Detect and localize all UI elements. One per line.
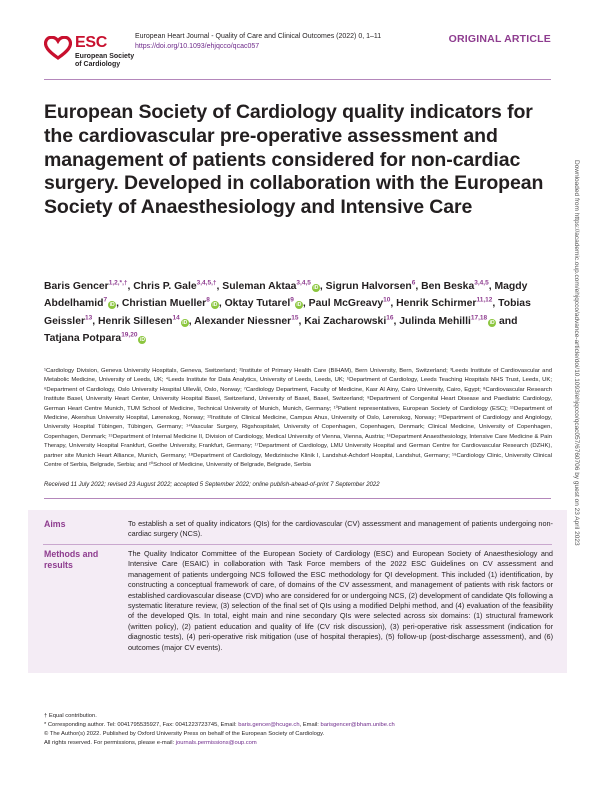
author-affiliation-refs: 9 <box>290 296 294 304</box>
author-name: Chris P. Gale3,4,5,† <box>133 279 217 292</box>
received-dates: Received 11 July 2022; revised 23 August… <box>44 482 380 488</box>
equal-contribution-note: † Equal contribution. <box>44 713 97 719</box>
author-name: Ben Beska3,4,5 <box>421 279 489 292</box>
author-affiliation-refs: 19,20 <box>121 331 138 339</box>
orcid-icon[interactable]: iD <box>138 335 147 344</box>
corresponding-author-note: * Corresponding author. Tel: 00417955359… <box>44 721 395 728</box>
email-link-1[interactable]: baris.gencer@hcuge.ch <box>238 721 300 728</box>
permissions-note: All rights reserved. For permissions, pl… <box>44 739 257 746</box>
methods-label: Methods and results <box>44 549 99 570</box>
journal-citation: European Heart Journal - Quality of Care… <box>135 32 425 52</box>
doi-link[interactable]: https://doi.org/10.1093/ehjqcco/qcac057 <box>135 43 260 50</box>
author-affiliation-refs: 3,4,5 <box>474 279 489 287</box>
author-name: Sigrun Halvorsen6 <box>325 279 416 292</box>
author-affiliation-refs: 10 <box>383 296 391 304</box>
footnotes: † Equal contribution. * Corresponding au… <box>44 712 554 748</box>
aims-text: To establish a set of quality indicators… <box>128 519 553 539</box>
author-name: Henrik Sillesen14iD <box>98 314 189 327</box>
orcid-icon[interactable]: iD <box>311 284 320 292</box>
orcid-icon[interactable]: iD <box>108 301 117 310</box>
orcid-icon[interactable]: iD <box>210 301 219 310</box>
author-affiliation-refs: 6 <box>411 279 416 287</box>
methods-text: The Quality Indicator Committee of the E… <box>128 549 553 652</box>
permissions-email-link[interactable]: journals.permissions@oup.com <box>175 739 257 746</box>
orcid-icon[interactable]: iD <box>294 301 303 310</box>
section-divider <box>44 498 551 499</box>
structured-abstract: Aims To establish a set of quality indic… <box>28 510 567 673</box>
author-name: Kai Zacharowski16 <box>304 314 394 327</box>
copyright-note: © The Author(s) 2022. Published by Oxfor… <box>44 730 325 737</box>
aims-label: Aims <box>44 519 66 529</box>
author-name: Oktay Tutarel9iD <box>224 296 303 310</box>
author-affiliation-refs: 13 <box>85 314 93 322</box>
email-link-2[interactable]: barisgencer@bham.unibe.ch <box>320 721 395 728</box>
author-name: Baris Gencer1,2,*,† <box>44 279 128 292</box>
header-divider <box>44 79 551 80</box>
author-name: Julinda Mehilli17,18iD <box>399 314 497 327</box>
author-affiliation-refs: 3,4,5 <box>296 279 311 287</box>
author-affiliation-refs: 7 <box>103 296 108 304</box>
heart-logo-icon <box>44 36 72 60</box>
author-affiliation-refs: 8 <box>206 296 210 304</box>
affiliations: ¹Cardiology Division, Geneva University … <box>44 368 552 469</box>
author-name: Suleman Aktaa3,4,5iD <box>222 279 320 292</box>
article-title: European Society of Cardiology quality i… <box>44 101 544 219</box>
author-name: Christian Mueller8iD <box>121 296 219 310</box>
author-list: Baris Gencer1,2,*,†, Chris P. Gale3,4,5,… <box>44 279 531 344</box>
author-affiliation-refs: 15 <box>291 314 299 322</box>
author-name: Henrik Schirmer11,12 <box>396 296 493 310</box>
author-affiliation-refs: 3,4,5,† <box>196 279 217 287</box>
author-affiliation-refs: 1,2,*,† <box>108 279 128 287</box>
author-affiliation-refs: 11,12 <box>476 296 493 304</box>
logo-text: ESC <box>75 34 107 51</box>
author-name: Paul McGreavy10 <box>308 296 391 310</box>
author-affiliation-refs: 16 <box>386 314 394 322</box>
author-name: Tatjana Potpara19,20iD <box>44 331 147 344</box>
author-name: Alexander Niessner15 <box>194 314 299 327</box>
orcid-icon[interactable]: iD <box>180 318 189 327</box>
abstract-divider <box>43 544 552 545</box>
author-name: Tobias Geissler13 <box>44 298 531 327</box>
download-watermark: Downloaded from https://academic.oup.com… <box>573 160 580 546</box>
orcid-icon[interactable]: iD <box>488 318 497 327</box>
author-affiliation-refs: 14 <box>172 314 180 322</box>
journal-line: European Heart Journal - Quality of Care… <box>135 33 382 40</box>
logo-subtitle: European Society of Cardiology <box>75 53 135 68</box>
article-type-label: ORIGINAL ARTICLE <box>448 33 551 45</box>
author-conjunction: and <box>499 315 518 327</box>
author-name: Magdy Abdelhamid7iD <box>44 281 528 310</box>
author-affiliation-refs: 17,18 <box>470 314 488 322</box>
esc-logo: ESC European Society of Cardiology <box>44 33 144 73</box>
